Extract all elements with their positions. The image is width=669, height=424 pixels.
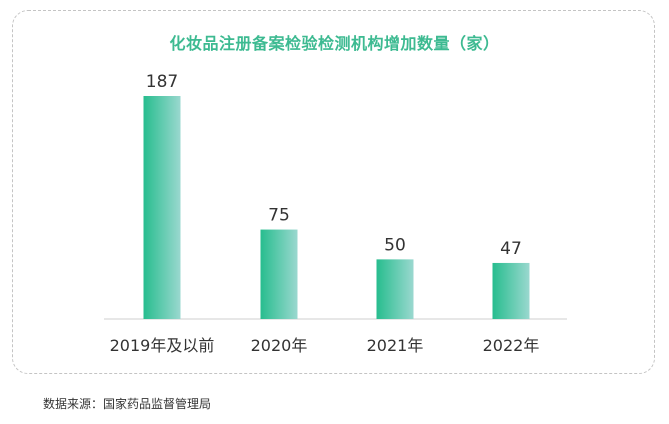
bar-2 <box>376 259 414 319</box>
chart-frame <box>12 10 655 374</box>
data-source-note: 数据来源：国家药品监督管理局 <box>43 397 212 411</box>
data-label-1: 75 <box>268 206 290 226</box>
x-tick-label-1: 2020年 <box>251 336 308 355</box>
data-label-0: 187 <box>146 72 178 92</box>
bar-3 <box>492 262 530 319</box>
bar-1 <box>260 229 298 319</box>
chart-title: 化妆品注册备案检验检测机构增加数量（家） <box>169 34 500 53</box>
bar-0 <box>143 96 181 319</box>
data-label-3: 47 <box>500 239 522 259</box>
x-tick-label-0: 2019年及以前 <box>110 336 215 355</box>
x-tick-label-2: 2021年 <box>367 336 424 355</box>
x-tick-label-3: 2022年 <box>483 336 540 355</box>
data-label-2: 50 <box>384 235 406 255</box>
